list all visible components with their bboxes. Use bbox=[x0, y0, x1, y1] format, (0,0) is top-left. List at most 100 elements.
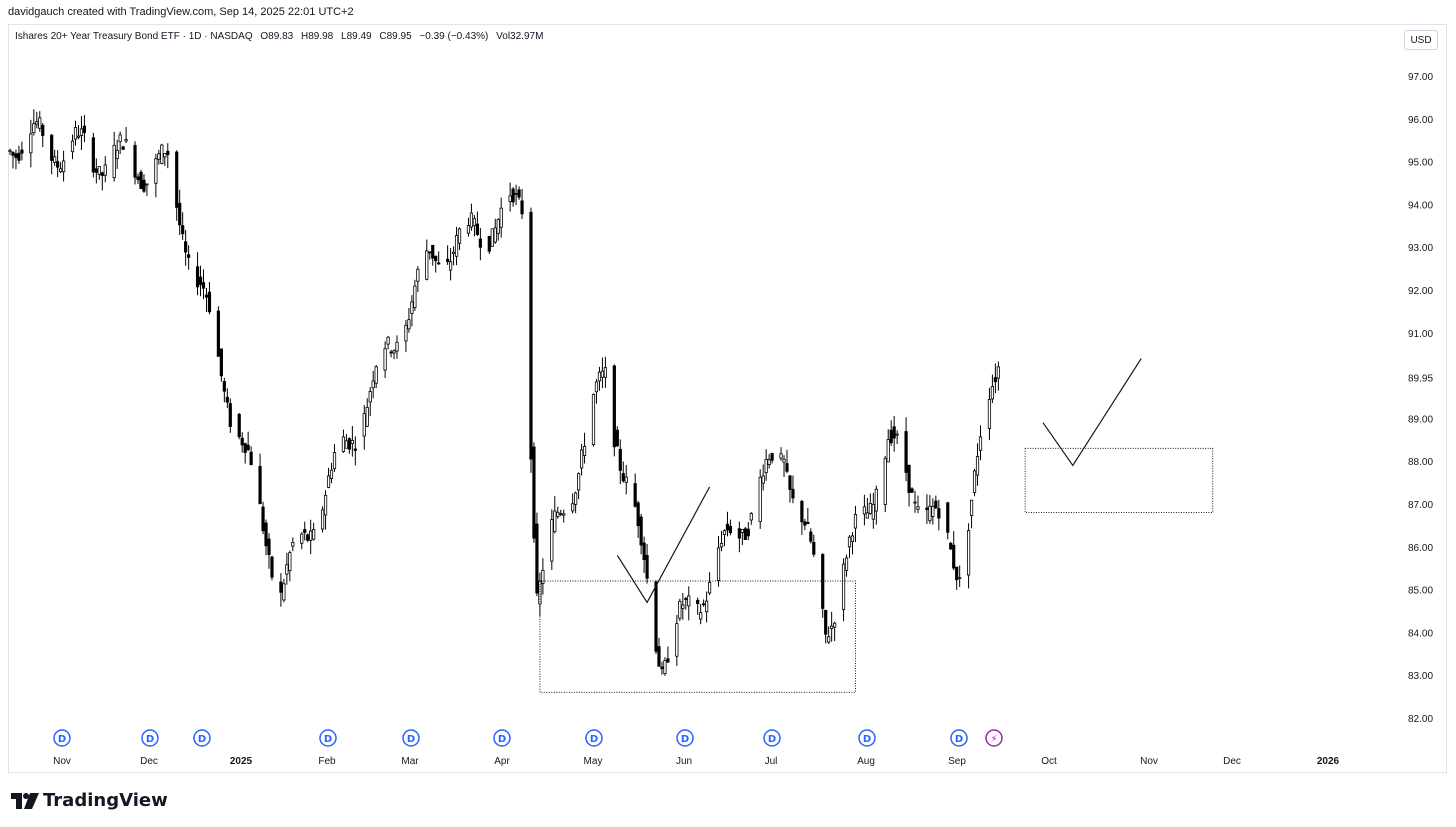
candle-body bbox=[142, 179, 146, 192]
candle-body bbox=[639, 516, 643, 546]
candle-body bbox=[571, 503, 575, 512]
candle-body bbox=[154, 158, 158, 184]
chart-frame bbox=[8, 24, 1447, 773]
candle-body bbox=[541, 569, 545, 584]
candle-body bbox=[660, 666, 664, 670]
candle-body bbox=[511, 188, 515, 203]
candle-body bbox=[53, 156, 57, 163]
candle-body bbox=[374, 366, 378, 384]
candle-body bbox=[740, 529, 744, 533]
candle-body bbox=[529, 211, 533, 460]
candle-body bbox=[457, 228, 462, 244]
candle-body bbox=[410, 301, 414, 314]
candle-body bbox=[61, 160, 66, 173]
dividend-event-icon bbox=[676, 729, 694, 747]
low-value: L89.49 bbox=[341, 31, 372, 42]
candle-body bbox=[91, 137, 95, 173]
candle-body bbox=[687, 595, 691, 607]
candle-body bbox=[478, 238, 482, 248]
y-tick-label: 97.00 bbox=[1408, 72, 1433, 83]
x-axis-label: Jun bbox=[676, 756, 692, 767]
candle-body bbox=[758, 476, 762, 522]
y-tick-label: 85.00 bbox=[1408, 586, 1433, 597]
candle-body bbox=[791, 488, 795, 499]
event-marker-label: D bbox=[58, 734, 66, 745]
candle-body bbox=[636, 502, 640, 527]
y-tick-label: 92.00 bbox=[1408, 286, 1433, 297]
candle-body bbox=[181, 225, 185, 235]
candle-body bbox=[594, 381, 599, 393]
x-axis-label: Dec bbox=[1223, 756, 1241, 767]
x-axis-label: Aug bbox=[857, 756, 875, 767]
candle-body bbox=[407, 319, 411, 330]
y-tick-label: 95.00 bbox=[1408, 158, 1433, 169]
candle-body bbox=[267, 538, 271, 555]
currency-button[interactable]: USD bbox=[1404, 30, 1438, 50]
candle-body bbox=[404, 324, 408, 342]
candle-body bbox=[175, 151, 179, 208]
candle-body bbox=[684, 598, 688, 600]
candle-body bbox=[853, 514, 858, 529]
candle-body bbox=[434, 255, 438, 262]
candle-body bbox=[642, 542, 646, 560]
candle-body bbox=[97, 166, 101, 175]
candle-body bbox=[788, 475, 792, 490]
candle-body bbox=[812, 541, 816, 555]
candle-body bbox=[475, 223, 479, 235]
candle-body bbox=[136, 176, 140, 181]
candle-body bbox=[562, 513, 566, 516]
y-tick-label: 87.00 bbox=[1408, 500, 1433, 511]
symbol-legend[interactable]: Ishares 20+ Year Treasury Bond ETF · 1D … bbox=[15, 31, 548, 42]
candle-body bbox=[946, 502, 950, 533]
candle-body bbox=[288, 552, 292, 572]
candle-body bbox=[222, 381, 226, 392]
candle-body bbox=[112, 144, 116, 179]
candle-body bbox=[121, 146, 125, 150]
candle-body bbox=[469, 212, 474, 228]
candle-body bbox=[972, 470, 977, 493]
candle-body bbox=[201, 282, 206, 289]
symbol-name[interactable]: Ishares 20+ Year Treasury Bond ETF · 1D … bbox=[15, 31, 253, 42]
candle-body bbox=[20, 149, 24, 154]
candle-body bbox=[270, 556, 274, 578]
y-tick-label: 89.95 bbox=[1408, 374, 1433, 385]
candle-body bbox=[827, 636, 831, 643]
dividend-event-icon bbox=[858, 729, 876, 747]
candle-body bbox=[874, 488, 878, 512]
candle-body bbox=[612, 365, 616, 448]
candle-body bbox=[219, 348, 223, 377]
candle-body bbox=[243, 443, 247, 453]
candle-body bbox=[448, 261, 453, 271]
dividend-event-icon bbox=[193, 729, 211, 747]
candle-body bbox=[952, 544, 956, 569]
candle-body bbox=[499, 207, 503, 228]
candle-body bbox=[705, 600, 709, 613]
candle-body bbox=[803, 521, 807, 526]
candle-body bbox=[737, 528, 741, 539]
tradingview-logo[interactable]: TradingView bbox=[11, 790, 168, 811]
event-marker-label: D bbox=[955, 734, 963, 745]
candle-body bbox=[341, 436, 346, 452]
candle-body bbox=[100, 172, 104, 176]
candle-body bbox=[532, 446, 536, 539]
candle-body bbox=[76, 135, 81, 138]
dividend-event-icon bbox=[763, 729, 781, 747]
candle-body bbox=[454, 235, 459, 257]
candle-body bbox=[508, 195, 512, 202]
candle-body bbox=[886, 439, 890, 463]
candle-body bbox=[645, 555, 649, 579]
candle-body bbox=[654, 581, 658, 652]
x-axis-label: May bbox=[584, 756, 603, 767]
x-axis-label: Oct bbox=[1041, 756, 1057, 767]
candle-body bbox=[118, 134, 122, 143]
candle-body bbox=[579, 449, 584, 469]
candle-body bbox=[73, 127, 78, 140]
candle-body bbox=[347, 438, 351, 450]
candle-body bbox=[395, 341, 399, 352]
candle-body bbox=[70, 140, 75, 153]
candle-body bbox=[910, 488, 914, 493]
candle-body bbox=[847, 536, 852, 548]
candle-body bbox=[678, 600, 682, 619]
candle-body bbox=[824, 609, 828, 635]
